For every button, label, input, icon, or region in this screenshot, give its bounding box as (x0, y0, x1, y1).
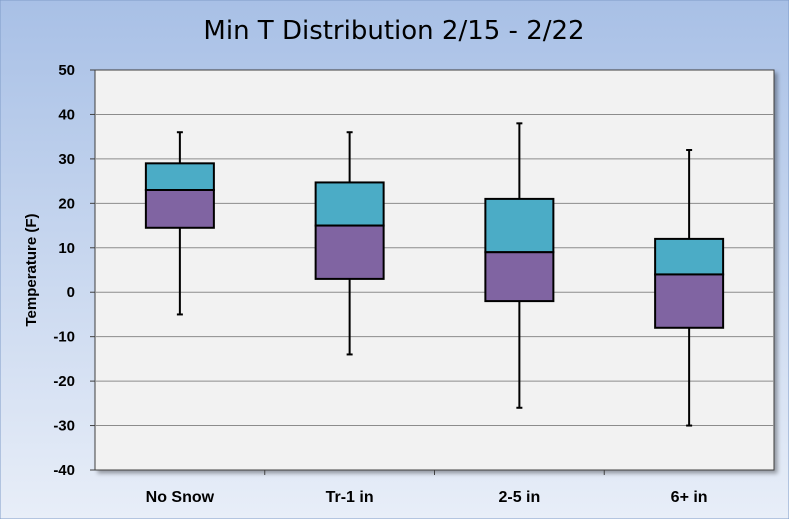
x-category-label: Tr-1 in (326, 489, 374, 506)
upper-quartile-box (314, 181, 385, 227)
y-axis-ticks: 50 40 30 20 10 0 -10 -20 -30 -40 (53, 62, 95, 479)
y-axis-label: Temperature (F) (23, 213, 40, 326)
chart-title: Min T Distribution 2/15 - 2/22 (203, 16, 584, 46)
y-tick-label: 10 (58, 240, 75, 257)
boxes (144, 122, 725, 427)
lower-quartile-box (654, 273, 725, 329)
box-no-snow (144, 131, 215, 316)
upper-quartile-box (144, 162, 215, 191)
upper-quartile-box (654, 237, 725, 276)
x-axis-labels: No Snow Tr-1 in 2-5 in 6+ in (146, 470, 708, 506)
lower-quartile-box (314, 224, 385, 280)
box-2-5-in (484, 122, 555, 409)
y-tick-label: 40 (58, 106, 75, 123)
lower-quartile-box (484, 251, 555, 303)
x-category-label: No Snow (146, 489, 215, 506)
y-tick-label: -10 (53, 329, 75, 346)
box-6-in (654, 149, 725, 427)
upper-quartile-box (484, 197, 555, 254)
y-tick-label: 0 (67, 284, 75, 301)
x-category-label: 2-5 in (498, 489, 540, 506)
box-tr-1-in (314, 131, 385, 356)
y-tick-label: -20 (53, 373, 75, 390)
lower-quartile-box (144, 189, 215, 229)
y-tick-label: 30 (58, 151, 75, 168)
y-tick-label: -30 (53, 418, 75, 435)
x-category-label: 6+ in (671, 489, 708, 506)
y-tick-label: 20 (58, 195, 75, 212)
y-tick-label: 50 (58, 62, 75, 79)
y-tick-label: -40 (53, 462, 75, 479)
